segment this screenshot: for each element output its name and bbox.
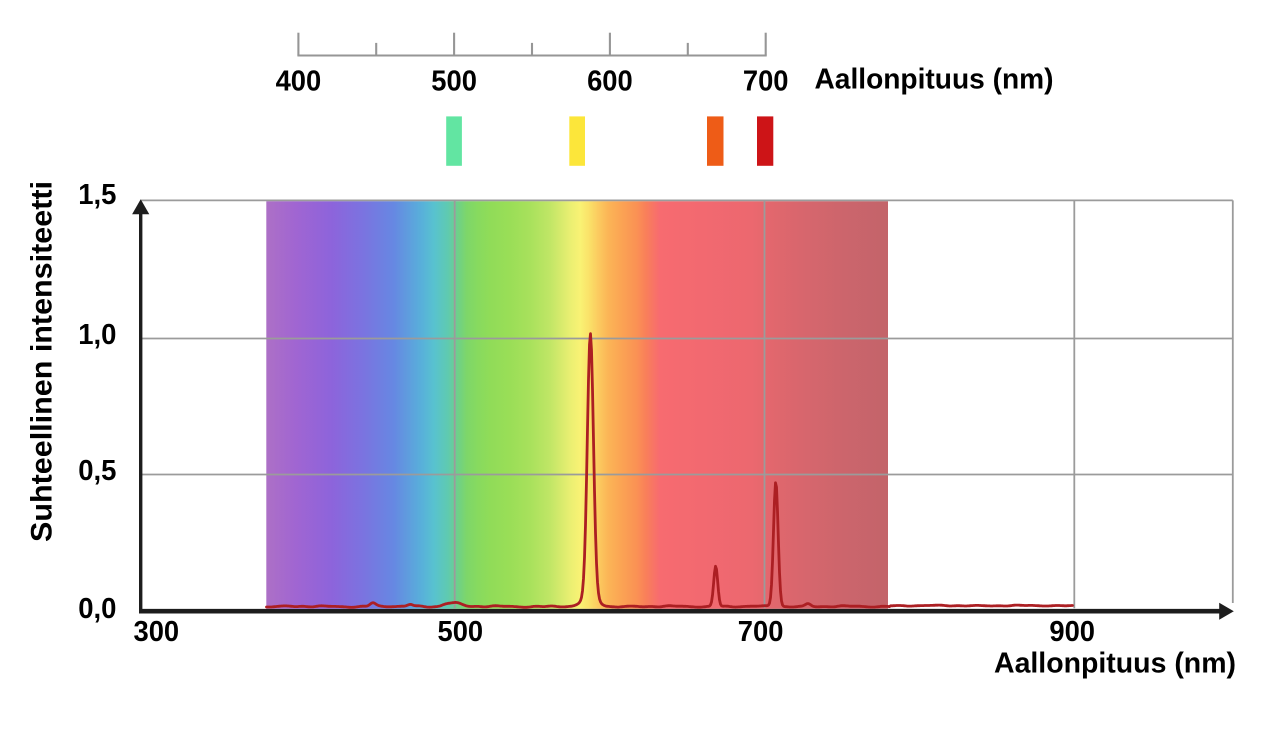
svg-text:0,0: 0,0 — [78, 592, 116, 624]
svg-text:900: 900 — [1049, 615, 1095, 647]
svg-text:400: 400 — [276, 65, 322, 97]
svg-text:700: 700 — [738, 615, 784, 647]
svg-text:1,5: 1,5 — [78, 178, 116, 210]
svg-text:1,0: 1,0 — [78, 318, 116, 350]
svg-text:Aallonpituus (nm): Aallonpituus (nm) — [994, 647, 1236, 679]
svg-text:600: 600 — [587, 65, 633, 97]
svg-text:500: 500 — [438, 615, 484, 647]
svg-text:700: 700 — [743, 65, 789, 97]
svg-text:300: 300 — [134, 615, 180, 647]
svg-text:Aallonpituus (nm): Aallonpituus (nm) — [815, 63, 1054, 95]
svg-text:0,5: 0,5 — [78, 454, 116, 486]
svg-text:500: 500 — [431, 65, 477, 97]
svg-text:Suhteellinen intensiteetti: Suhteellinen intensiteetti — [26, 181, 59, 542]
